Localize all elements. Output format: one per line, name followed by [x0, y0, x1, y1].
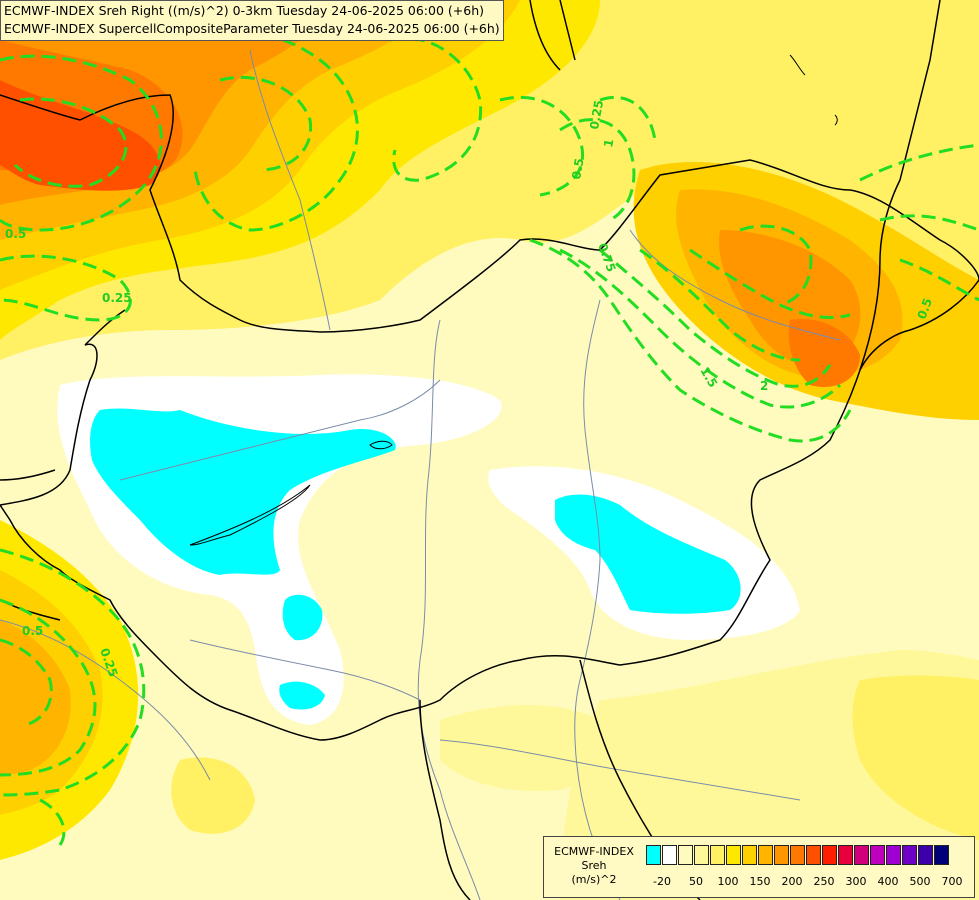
legend-swatch	[694, 845, 709, 865]
coast-detail	[789, 54, 806, 76]
legend-swatch	[870, 845, 885, 865]
contour-label: 1	[601, 138, 616, 149]
legend-swatch	[742, 845, 757, 865]
legend-swatch	[854, 845, 869, 865]
legend-swatch	[790, 845, 805, 865]
legend-tick-label: 250	[813, 875, 835, 888]
legend-tick-label: 50	[689, 875, 703, 888]
legend-tick-label: 200	[781, 875, 803, 888]
legend-swatch	[918, 845, 933, 865]
legend-title-line: ECMWF-INDEX	[554, 845, 634, 858]
legend-swatch	[678, 845, 693, 865]
legend-swatch	[662, 845, 677, 865]
contour-label: 2	[760, 379, 768, 393]
legend-swatch	[774, 845, 789, 865]
contour-label: 0.25	[102, 291, 132, 305]
lake-outline-small	[369, 440, 393, 450]
legend-ticks: -20 50 100 150 200 250 300 400 500 700	[640, 875, 970, 889]
legend-tick-label: 150	[749, 875, 771, 888]
legend-title-line: Sreh	[581, 859, 607, 872]
contour-labels: 0.25 0.5 0.75 0.5 0.25 1 1.5 2 0.5 0.25 …	[5, 99, 935, 679]
legend-tick-label: 100	[717, 875, 739, 888]
legend-tick-label: -20	[653, 875, 671, 888]
legend-swatch	[886, 845, 901, 865]
map-title-box: ECMWF-INDEX Sreh Right ((m/s)^2) 0-3km T…	[0, 0, 504, 41]
legend-tick-label: 300	[845, 875, 867, 888]
contour-label: 0.5	[5, 227, 26, 241]
rivers	[0, 49, 841, 900]
title-line-1: ECMWF-INDEX Sreh Right ((m/s)^2) 0-3km T…	[4, 3, 484, 18]
contour-label: 0.5	[22, 624, 43, 638]
legend-swatch	[758, 845, 773, 865]
legend-swatch	[646, 845, 661, 865]
legend-title-line: (m/s)^2	[571, 873, 617, 886]
title-line-2: ECMWF-INDEX SupercellCompositeParameter …	[4, 21, 500, 36]
contour-label: 0.5	[569, 157, 586, 180]
legend-swatch	[838, 845, 853, 865]
legend-swatch	[822, 845, 837, 865]
legend-tick-label: 500	[909, 875, 931, 888]
legend-swatch	[710, 845, 725, 865]
legend-swatch	[806, 845, 821, 865]
legend-tick-label: 700	[941, 875, 963, 888]
coast-detail	[834, 114, 838, 126]
scp-contours	[0, 28, 979, 846]
legend-swatches	[646, 845, 950, 865]
contour-label: 0.25	[587, 99, 606, 131]
legend-swatch	[934, 845, 949, 865]
legend-title: ECMWF-INDEX Sreh (m/s)^2	[548, 845, 640, 887]
lake-outline	[189, 484, 311, 546]
legend-swatch	[726, 845, 741, 865]
legend-tick-label: 400	[877, 875, 899, 888]
contour-label: 0.5	[915, 296, 935, 321]
color-legend: ECMWF-INDEX Sreh (m/s)^2 -20 50 100 150 200 2…	[543, 836, 975, 898]
low-sreh-cyan	[90, 408, 741, 710]
legend-swatch	[902, 845, 917, 865]
